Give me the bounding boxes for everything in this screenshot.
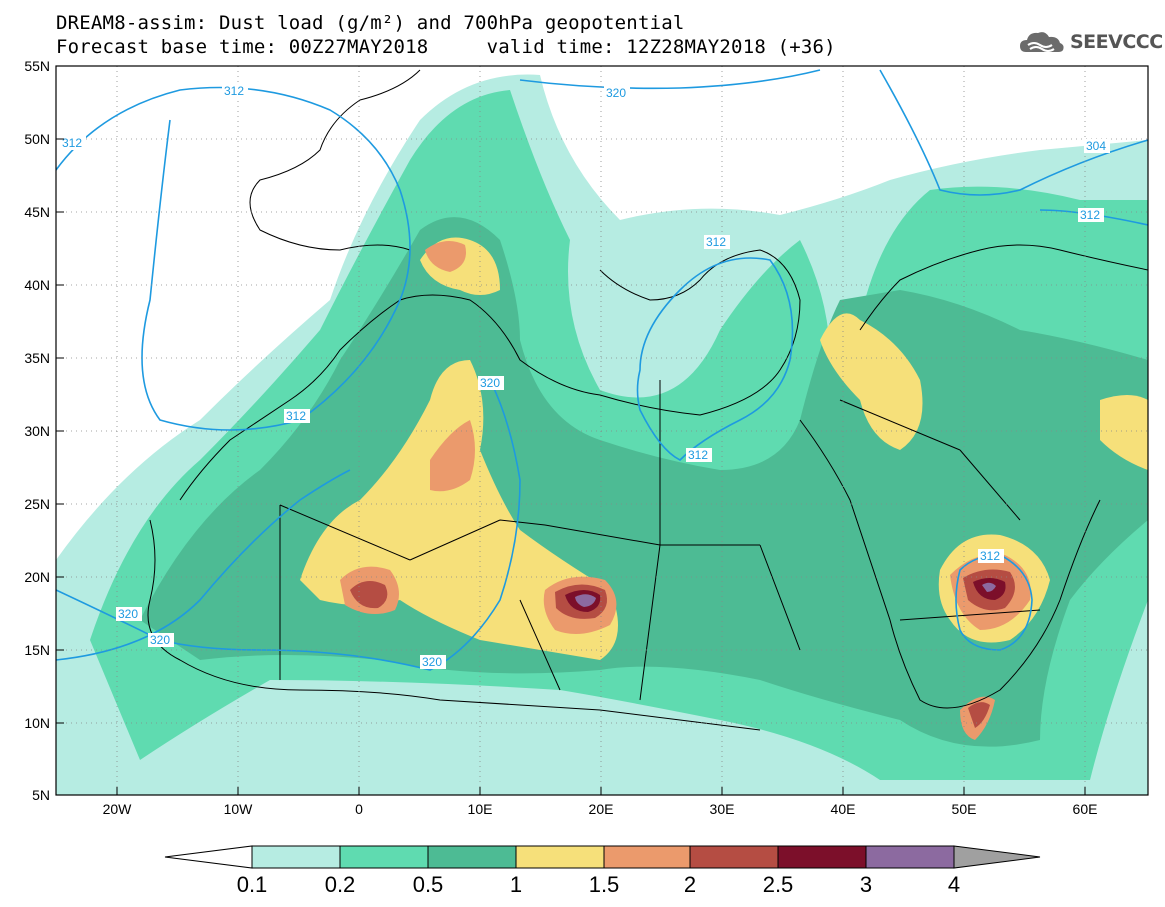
- longitude-labels: 20W 10W 0 10E 20E 30E 40E 50E 60E: [103, 801, 1098, 817]
- latitude-labels: 55N 50N 45N 40N 35N 30N 25N 20N 15N 10N …: [24, 58, 50, 803]
- lat-label: 30N: [24, 423, 50, 439]
- lon-label: 10E: [468, 801, 493, 817]
- logo-text: SEEVCCC: [1070, 31, 1163, 53]
- colorbar: [164, 845, 1041, 869]
- colorbar-swatch: [953, 845, 1041, 869]
- seevccc-logo: SEEVCCC: [1018, 28, 1163, 56]
- colorbar-label: 4: [948, 872, 960, 897]
- contour-label: 312: [980, 549, 1000, 563]
- colorbar-swatch: [689, 845, 779, 869]
- lon-label: 60E: [1073, 801, 1098, 817]
- contour-label: 312: [62, 136, 82, 150]
- lat-label: 15N: [24, 642, 50, 658]
- map-title: DREAM8-assim: Dust load (g/m²) and 700hP…: [56, 12, 685, 34]
- contour-label: 320: [118, 607, 138, 621]
- colorbar-label: 1: [510, 872, 522, 897]
- contour-label: 320: [150, 633, 170, 647]
- colorbar-swatch: [603, 845, 691, 869]
- lat-label: 50N: [24, 131, 50, 147]
- lat-label: 10N: [24, 715, 50, 731]
- contour-label: 312: [1080, 208, 1100, 222]
- cloud-icon: [1020, 32, 1064, 52]
- lat-label: 5N: [32, 787, 50, 803]
- colorbar-swatch: [339, 845, 429, 869]
- lon-label: 20E: [589, 801, 614, 817]
- axis-ticks: [56, 65, 1086, 795]
- lat-label: 55N: [24, 58, 50, 74]
- colorbar-label: 2.5: [763, 872, 794, 897]
- contour-label: 320: [422, 655, 442, 669]
- colorbar-label: 2: [684, 872, 696, 897]
- map-subtitle: Forecast base time: 00Z27MAY2018 valid t…: [56, 36, 836, 58]
- lat-label: 25N: [24, 496, 50, 512]
- lon-label: 10W: [224, 801, 254, 817]
- colorbar-label: 1.5: [589, 872, 620, 897]
- lat-label: 40N: [24, 277, 50, 293]
- lon-label: 40E: [831, 801, 856, 817]
- colorbar-labels: 0.1 0.2 0.5 1 1.5 2 2.5 3 4: [237, 872, 960, 897]
- contour-label: 304: [1086, 139, 1106, 153]
- contour-label: 320: [606, 86, 626, 100]
- colorbar-label: 0.2: [325, 872, 356, 897]
- lon-label: 0: [355, 801, 363, 817]
- contour-labels: 312 320 312 304 312 312 320 312 312 320 …: [60, 84, 1110, 669]
- colorbar-swatch: [777, 845, 867, 869]
- colorbar-label: 0.5: [413, 872, 444, 897]
- lon-label: 50E: [952, 801, 977, 817]
- colorbar-swatch: [865, 845, 955, 869]
- lon-label: 30E: [710, 801, 735, 817]
- graticule: [56, 66, 1148, 795]
- colorbar-label: 3: [860, 872, 872, 897]
- contour-label: 312: [688, 448, 708, 462]
- contour-label: 312: [706, 235, 726, 249]
- contour-label: 312: [224, 84, 244, 98]
- colorbar-swatch: [427, 845, 517, 869]
- colorbar-swatch: [251, 845, 341, 869]
- lat-label: 20N: [24, 569, 50, 585]
- colorbar-swatch: [164, 845, 253, 869]
- lat-label: 45N: [24, 204, 50, 220]
- contour-label: 320: [480, 376, 500, 390]
- colorbar-label: 0.1: [237, 872, 268, 897]
- lon-label: 20W: [103, 801, 133, 817]
- colorbar-swatch: [515, 845, 605, 869]
- dust-field: [56, 66, 1148, 795]
- lat-label: 35N: [24, 350, 50, 366]
- coastlines: [147, 69, 1148, 731]
- contour-label: 312: [286, 409, 306, 423]
